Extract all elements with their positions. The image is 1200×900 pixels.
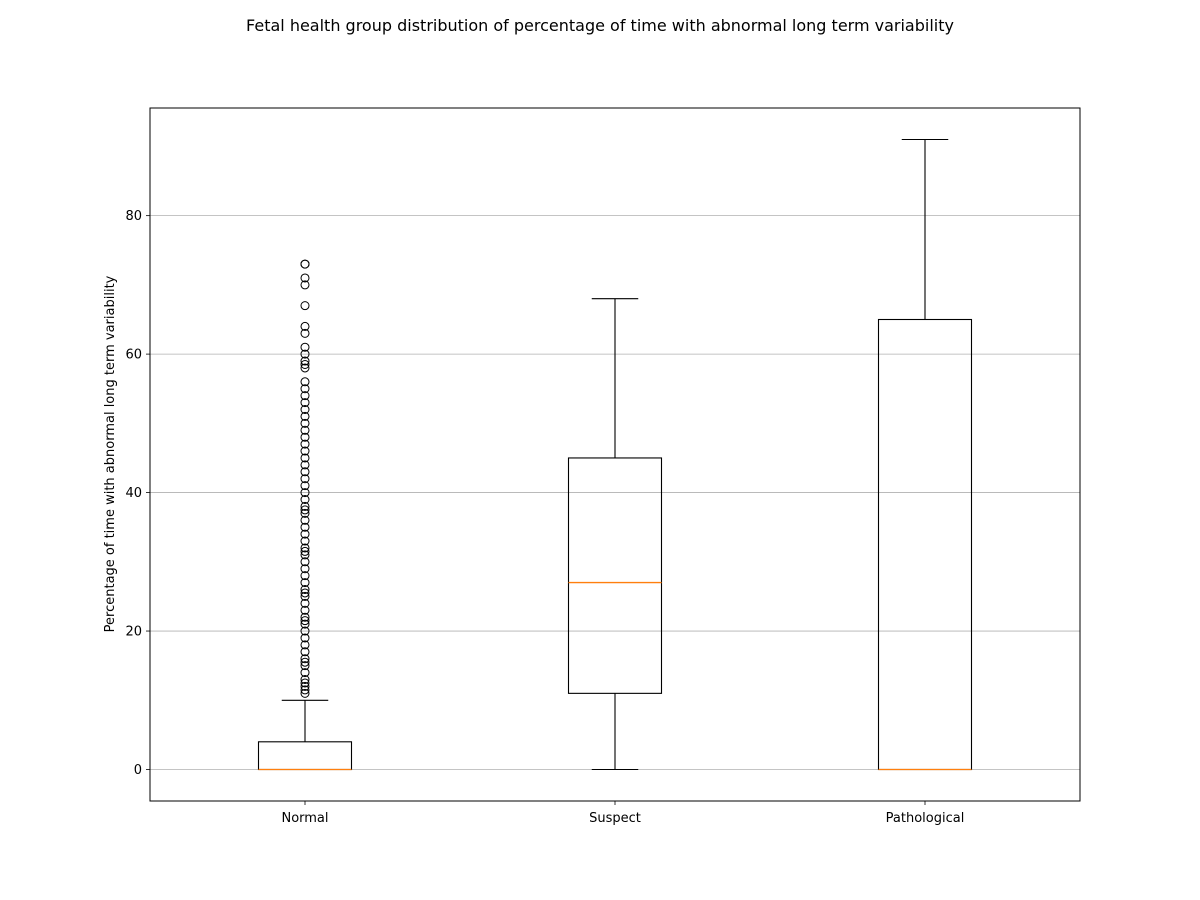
outlier-point xyxy=(300,612,310,622)
outlier-point xyxy=(300,349,310,359)
x-tick-label: Suspect xyxy=(589,811,641,826)
y-tick-label: 0 xyxy=(134,763,142,778)
outlier-point xyxy=(300,626,310,636)
outlier-point xyxy=(300,418,310,428)
outlier-point xyxy=(300,467,310,477)
outlier-point xyxy=(300,321,310,331)
outlier-point xyxy=(300,439,310,449)
outlier-point xyxy=(300,591,310,601)
outlier-point xyxy=(300,377,310,387)
outlier-point xyxy=(300,391,310,401)
outlier-point xyxy=(300,675,310,684)
outlier-point xyxy=(300,536,310,546)
outlier-point xyxy=(300,398,310,408)
outlier-point xyxy=(300,301,310,311)
outlier-point xyxy=(300,273,310,283)
outlier-point xyxy=(300,588,310,598)
outlier-point xyxy=(300,605,310,615)
outlier-point xyxy=(300,425,310,435)
outlier-point xyxy=(300,460,310,470)
box-group xyxy=(877,138,973,771)
outlier-point xyxy=(300,557,310,567)
outlier-point xyxy=(300,657,310,667)
box-group xyxy=(567,298,663,771)
outlier-point xyxy=(300,633,310,643)
outlier-point xyxy=(300,619,310,629)
y-tick-label: 60 xyxy=(125,348,142,363)
outlier-point xyxy=(300,488,310,498)
box-group xyxy=(257,259,353,771)
y-tick-label: 40 xyxy=(125,486,142,501)
y-tick-label: 80 xyxy=(125,209,142,224)
outlier-point xyxy=(300,522,310,532)
outlier-point xyxy=(300,411,310,421)
x-tick-label: Normal xyxy=(281,811,328,826)
outlier-point xyxy=(300,405,310,414)
y-axis-label: Percentage of time with abnormal long te… xyxy=(103,275,118,632)
outlier-point xyxy=(300,474,310,484)
outlier-point xyxy=(300,360,310,369)
outlier-point xyxy=(300,356,310,366)
outlier-point xyxy=(300,259,310,269)
outlier-point xyxy=(300,598,310,608)
outlier-point xyxy=(300,363,310,373)
box xyxy=(877,318,973,771)
outlier-point xyxy=(300,678,310,688)
outlier-point xyxy=(300,495,310,504)
outlier-point xyxy=(300,661,310,671)
outlier-point xyxy=(300,543,310,553)
outlier-point xyxy=(300,546,310,556)
outlier-point xyxy=(300,571,310,581)
outlier-point xyxy=(300,578,310,588)
outlier-point xyxy=(300,529,310,539)
outlier-point xyxy=(300,446,310,456)
outlier-point xyxy=(300,550,310,560)
outlier-point xyxy=(300,688,310,698)
x-tick-label: Pathological xyxy=(886,811,965,826)
y-tick-label: 20 xyxy=(125,625,142,640)
outlier-point xyxy=(300,432,310,442)
outlier-point xyxy=(300,685,310,695)
outlier-point xyxy=(300,453,310,463)
outlier-point xyxy=(300,654,310,664)
outlier-point xyxy=(300,585,310,594)
outlier-point xyxy=(300,647,310,657)
outlier-point xyxy=(300,342,310,352)
outlier-point xyxy=(300,668,310,678)
outlier-point xyxy=(300,681,310,691)
outlier-point xyxy=(300,616,310,626)
outlier-point xyxy=(300,640,310,650)
outlier-point xyxy=(300,564,310,574)
outlier-point xyxy=(300,501,310,511)
chart-title: Fetal health group distribution of perce… xyxy=(246,16,954,35)
outlier-point xyxy=(300,515,310,525)
marks-layer xyxy=(257,138,973,771)
outlier-point xyxy=(300,481,310,491)
outlier-point xyxy=(300,384,310,394)
axes-layer: 0 20 40 60 80 Normal Suspect Pathological xyxy=(125,209,964,826)
box xyxy=(257,741,353,771)
outlier-point xyxy=(300,280,310,290)
box xyxy=(567,457,663,694)
outlier-point xyxy=(300,505,310,515)
outlier-point xyxy=(300,508,310,518)
outlier-point xyxy=(300,328,310,338)
